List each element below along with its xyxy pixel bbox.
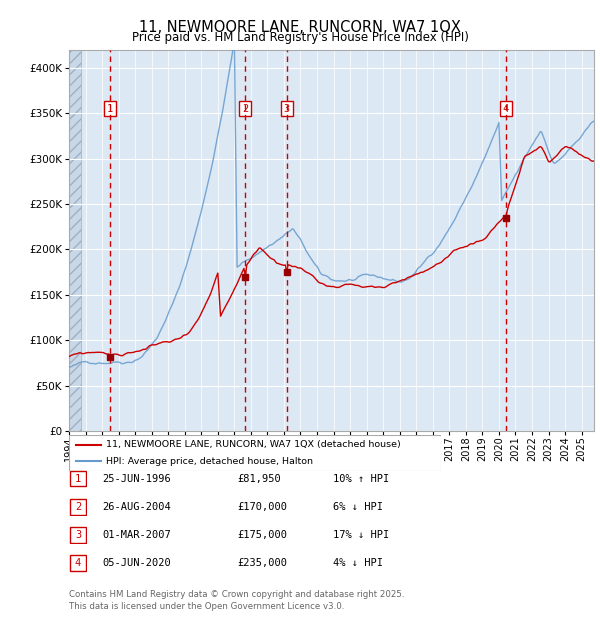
Text: HPI: Average price, detached house, Halton: HPI: Average price, detached house, Halt… [106,457,313,466]
Text: 05-JUN-2020: 05-JUN-2020 [102,558,171,569]
Text: 3: 3 [75,530,81,540]
Text: 11, NEWMOORE LANE, RUNCORN, WA7 1QX (detached house): 11, NEWMOORE LANE, RUNCORN, WA7 1QX (det… [106,440,401,450]
FancyBboxPatch shape [70,556,86,571]
Text: 10% ↑ HPI: 10% ↑ HPI [333,474,389,484]
Text: £170,000: £170,000 [237,502,287,512]
FancyBboxPatch shape [70,499,86,515]
Text: 4: 4 [75,558,81,569]
Text: 2: 2 [242,104,248,113]
Text: Contains HM Land Registry data © Crown copyright and database right 2025.
This d: Contains HM Land Registry data © Crown c… [69,590,404,611]
Text: £175,000: £175,000 [237,530,287,540]
Text: Price paid vs. HM Land Registry's House Price Index (HPI): Price paid vs. HM Land Registry's House … [131,31,469,44]
Text: 6% ↓ HPI: 6% ↓ HPI [333,502,383,512]
FancyBboxPatch shape [69,435,441,471]
Text: 25-JUN-1996: 25-JUN-1996 [102,474,171,484]
Text: 2: 2 [75,502,81,512]
FancyBboxPatch shape [70,527,86,543]
Text: 26-AUG-2004: 26-AUG-2004 [102,502,171,512]
Text: 3: 3 [284,104,290,113]
Text: 4: 4 [503,104,509,113]
FancyBboxPatch shape [70,471,86,487]
Text: 4% ↓ HPI: 4% ↓ HPI [333,558,383,569]
Text: 11, NEWMOORE LANE, RUNCORN, WA7 1QX: 11, NEWMOORE LANE, RUNCORN, WA7 1QX [139,20,461,35]
Text: 1: 1 [75,474,81,484]
Text: 1: 1 [107,104,113,113]
Text: 01-MAR-2007: 01-MAR-2007 [102,530,171,540]
Text: £235,000: £235,000 [237,558,287,569]
Text: 17% ↓ HPI: 17% ↓ HPI [333,530,389,540]
Text: £81,950: £81,950 [237,474,281,484]
